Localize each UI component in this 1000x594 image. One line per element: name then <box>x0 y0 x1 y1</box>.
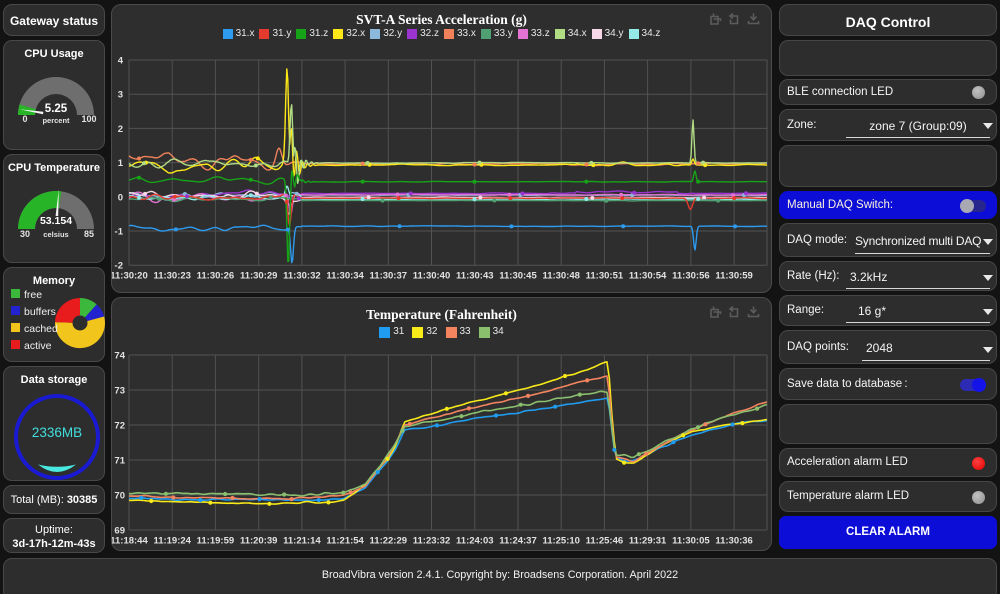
svg-text:11:24:37: 11:24:37 <box>499 536 537 547</box>
svg-text:11:30:29: 11:30:29 <box>240 271 278 282</box>
svg-text:2336MB: 2336MB <box>32 425 82 440</box>
svg-text:11:18:44: 11:18:44 <box>112 536 148 547</box>
svg-text:11:30:36: 11:30:36 <box>715 536 753 547</box>
svg-text:53.154: 53.154 <box>40 215 72 227</box>
svg-text:1: 1 <box>118 158 124 169</box>
svg-text:5.25: 5.25 <box>45 103 68 115</box>
svg-text:3: 3 <box>118 90 123 101</box>
svg-text:4: 4 <box>118 56 124 67</box>
svg-text:11:25:46: 11:25:46 <box>586 536 624 547</box>
svg-text:69: 69 <box>114 526 125 537</box>
svg-text:11:21:14: 11:21:14 <box>283 536 321 547</box>
svg-text:11:30:59: 11:30:59 <box>715 271 753 282</box>
svg-text:0: 0 <box>118 192 123 203</box>
svg-text:30: 30 <box>20 229 30 239</box>
svg-text:-2: -2 <box>115 261 123 272</box>
svg-text:11:21:54: 11:21:54 <box>326 536 364 547</box>
svg-text:11:30:45: 11:30:45 <box>499 271 537 282</box>
svg-text:0: 0 <box>22 114 27 124</box>
svg-text:11:30:56: 11:30:56 <box>672 271 710 282</box>
svg-text:11:30:48: 11:30:48 <box>542 271 580 282</box>
svg-text:11:30:32: 11:30:32 <box>283 271 321 282</box>
svg-text:11:23:32: 11:23:32 <box>413 536 451 547</box>
svg-text:11:24:03: 11:24:03 <box>456 536 494 547</box>
svg-text:85: 85 <box>84 229 94 239</box>
svg-text:11:30:26: 11:30:26 <box>197 271 235 282</box>
svg-text:11:22:29: 11:22:29 <box>370 536 408 547</box>
svg-text:11:30:37: 11:30:37 <box>370 271 408 282</box>
svg-text:72: 72 <box>114 421 125 432</box>
svg-text:11:19:59: 11:19:59 <box>197 536 235 547</box>
svg-text:11:30:40: 11:30:40 <box>413 271 451 282</box>
svg-text:11:20:39: 11:20:39 <box>240 536 278 547</box>
svg-text:11:30:34: 11:30:34 <box>326 271 364 282</box>
svg-text:11:30:05: 11:30:05 <box>672 536 710 547</box>
svg-text:11:30:51: 11:30:51 <box>586 271 624 282</box>
svg-text:11:30:23: 11:30:23 <box>153 271 191 282</box>
svg-text:73: 73 <box>114 386 125 397</box>
svg-text:percent: percent <box>42 116 70 125</box>
svg-text:11:19:24: 11:19:24 <box>153 536 191 547</box>
svg-text:70: 70 <box>114 491 125 502</box>
svg-text:2: 2 <box>118 124 123 135</box>
svg-text:11:30:43: 11:30:43 <box>456 271 494 282</box>
svg-text:11:30:54: 11:30:54 <box>629 271 667 282</box>
svg-text:100: 100 <box>81 114 96 124</box>
svg-text:71: 71 <box>114 456 125 467</box>
svg-text:74: 74 <box>114 351 125 362</box>
svg-text:-1: -1 <box>115 227 124 238</box>
svg-text:11:29:31: 11:29:31 <box>629 536 667 547</box>
svg-text:11:25:10: 11:25:10 <box>542 536 580 547</box>
svg-text:celsius: celsius <box>43 230 68 239</box>
svg-text:11:30:20: 11:30:20 <box>112 271 148 282</box>
